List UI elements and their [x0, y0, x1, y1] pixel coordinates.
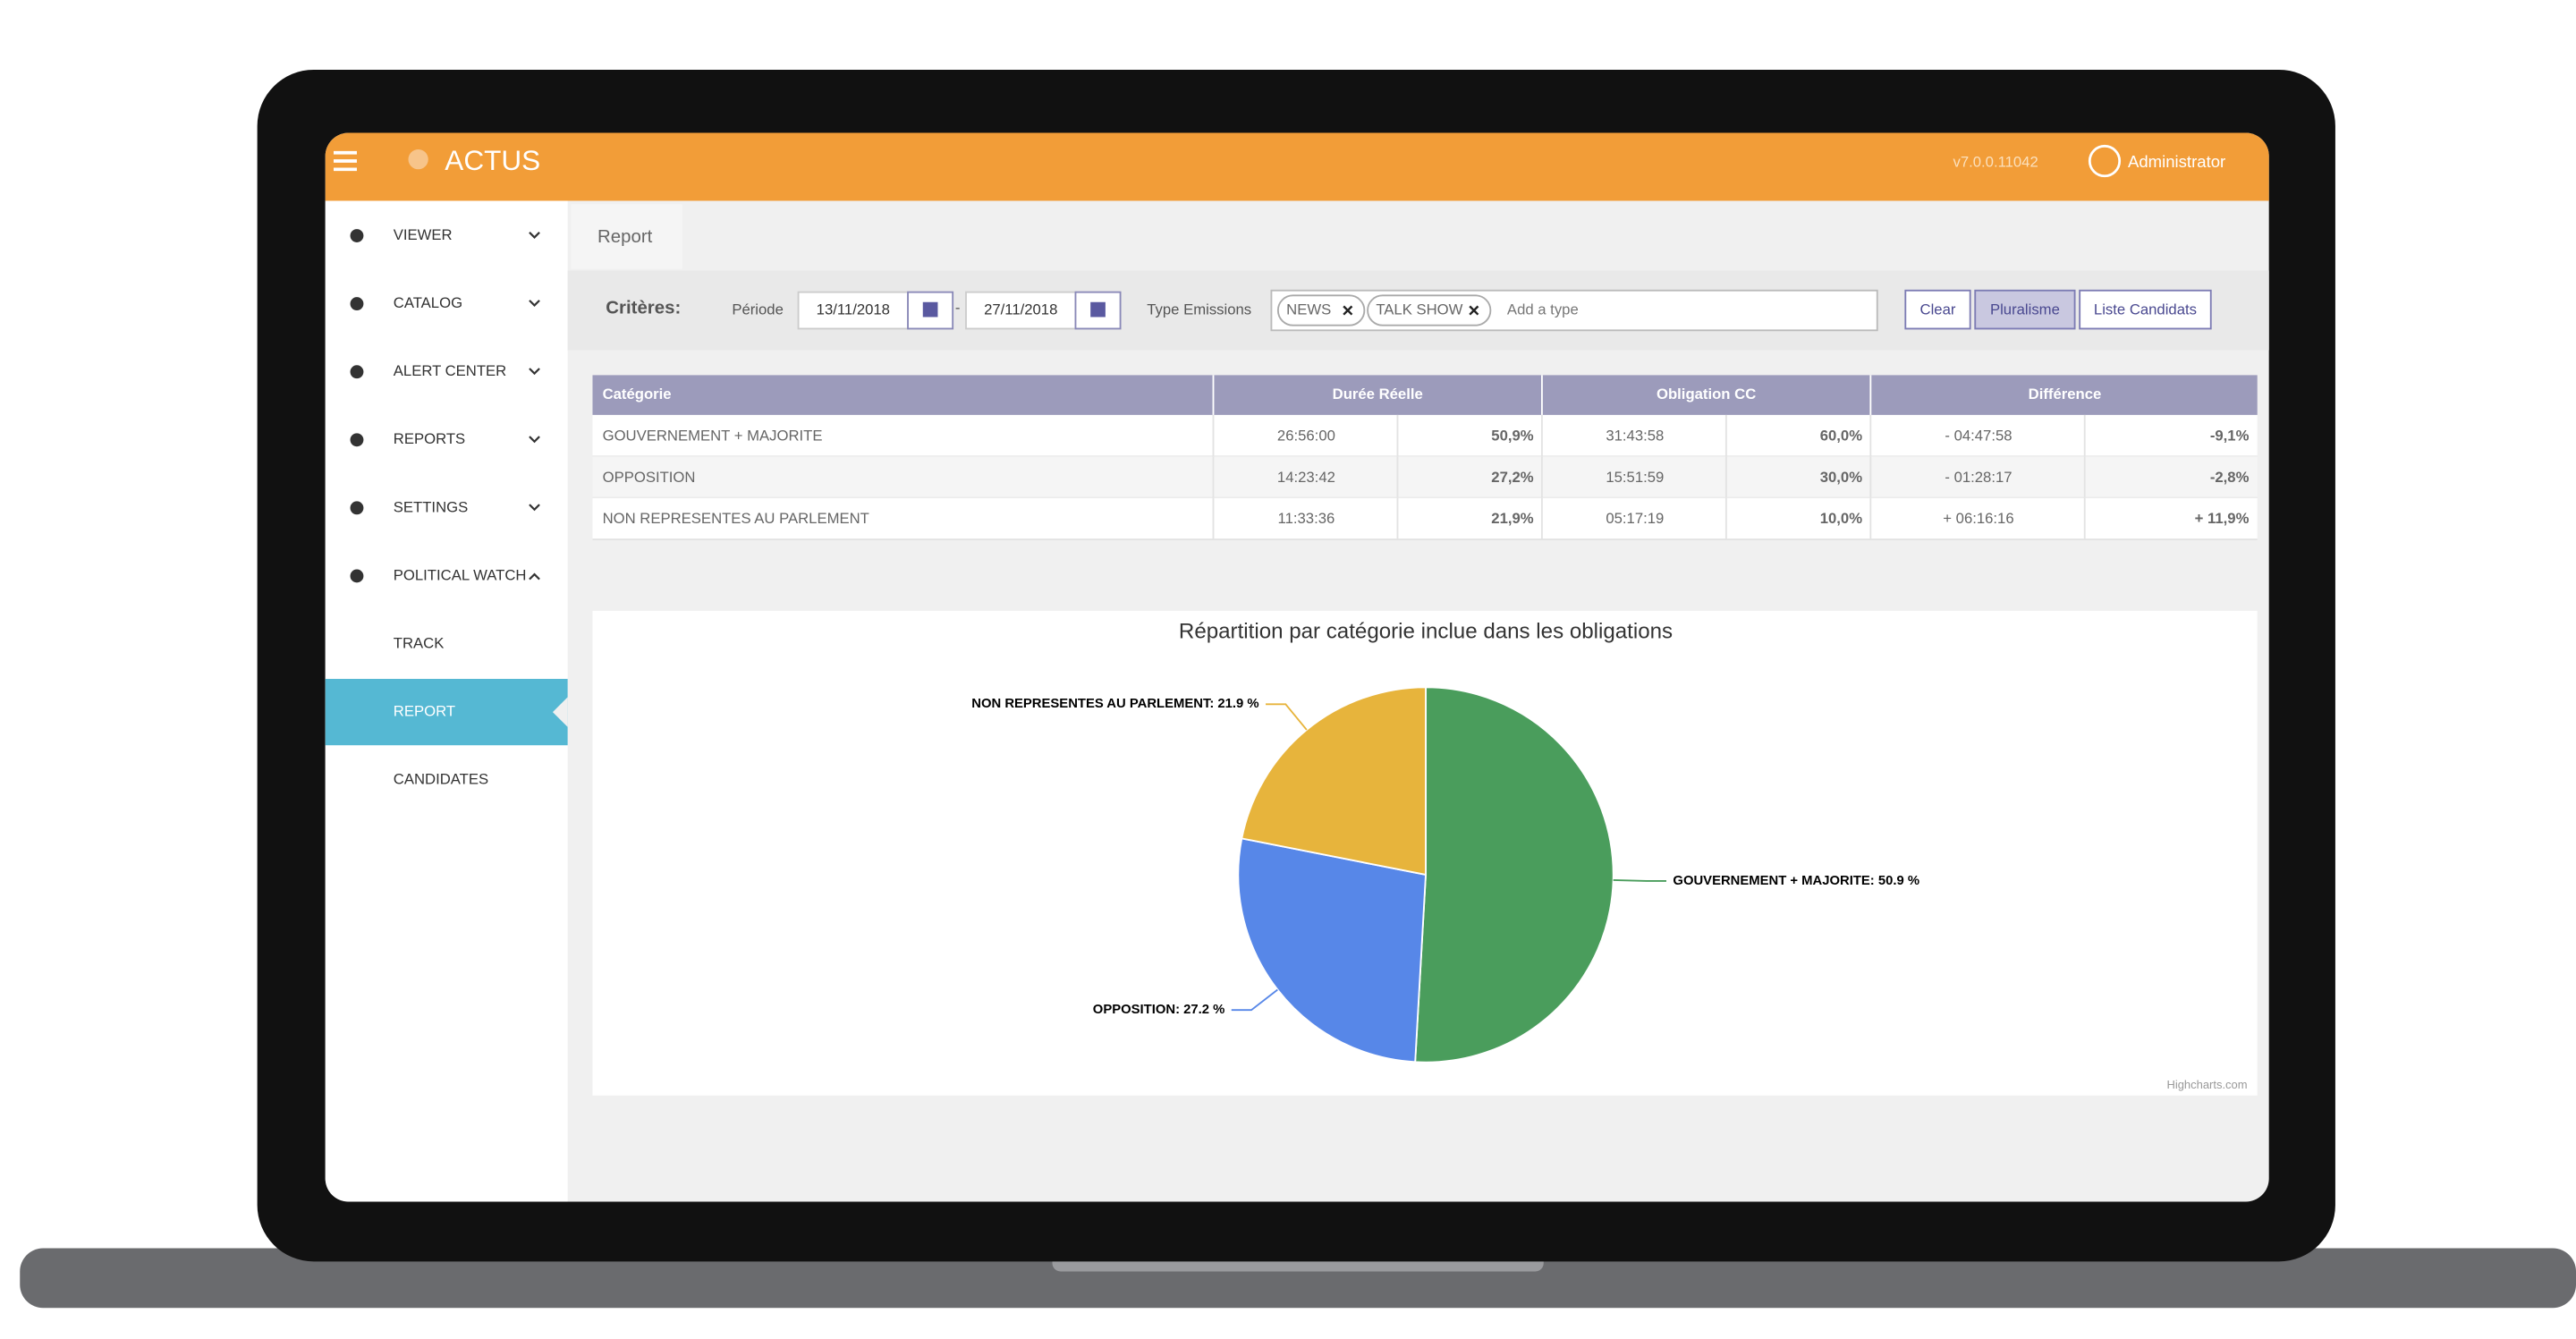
button[interactable] — [1974, 289, 2076, 330]
pie-slice[interactable] — [1237, 837, 1427, 1064]
tag-label: TALK SHOW — [1376, 301, 1462, 318]
logo-icon — [408, 149, 428, 170]
column-header: Obligation CC — [1657, 386, 1756, 403]
menu-icon — [350, 297, 364, 311]
submenu-item[interactable]: TRACK — [394, 634, 445, 651]
table-cell: -9,1% — [2210, 427, 2250, 444]
table-row — [592, 414, 2258, 457]
column-header: Catégorie — [603, 386, 672, 403]
calendar-icon — [922, 301, 938, 318]
table-cell: -2,8% — [2210, 469, 2250, 486]
menu-icon — [350, 365, 364, 379]
top-bar — [325, 132, 2269, 201]
button[interactable] — [2079, 289, 2212, 330]
table-row — [592, 497, 2258, 540]
menu-item[interactable]: VIEWER — [394, 226, 453, 243]
period-label: Période — [732, 301, 784, 318]
table-cell: 27,2% — [1491, 469, 1533, 486]
table-cell: 15:51:59 — [1606, 469, 1664, 486]
date-value[interactable]: 27/11/2018 — [984, 301, 1057, 318]
slice-label: NON REPRESENTES AU PARLEMENT: 21.9 % — [971, 697, 1258, 711]
menu-item[interactable]: ALERT CENTER — [394, 362, 506, 379]
calendar-icon — [1090, 301, 1106, 318]
table-cell: OPPOSITION — [603, 469, 696, 486]
label-connector — [1266, 703, 1308, 731]
button-label[interactable]: Liste Candidats — [2094, 301, 2197, 318]
label-connector — [1231, 988, 1278, 1012]
column-header: Durée Réelle — [1333, 386, 1423, 403]
active-pointer — [552, 697, 568, 727]
table-cell: NON REPRESENTES AU PARLEMENT — [603, 510, 869, 527]
chevron — [529, 300, 540, 308]
chevron — [529, 572, 540, 581]
laptop-base — [20, 1248, 2576, 1309]
table-cell: 50,9% — [1491, 427, 1533, 444]
table-cell: 11:33:36 — [1278, 510, 1335, 527]
button[interactable] — [1904, 289, 1971, 330]
date-separator: - — [955, 300, 961, 317]
menu-icon — [350, 501, 364, 515]
tab-label[interactable]: Report — [597, 227, 653, 247]
table-cell: 31:43:58 — [1606, 427, 1664, 444]
menu-icon — [350, 229, 364, 242]
label-connector — [1613, 878, 1667, 882]
type-label: Type Emissions — [1147, 301, 1251, 318]
menu-icon — [350, 433, 364, 447]
column-header: Différence — [2029, 386, 2102, 403]
active-item — [325, 678, 568, 746]
menu-item[interactable]: CATALOG — [394, 294, 462, 311]
table-cell: - 01:28:17 — [1945, 469, 2012, 486]
submenu-item[interactable]: REPORT — [394, 703, 455, 720]
date-value[interactable]: 13/11/2018 — [817, 301, 890, 318]
table-cell: 10,0% — [1820, 510, 1862, 527]
table-cell: 21,9% — [1491, 510, 1533, 527]
menu-item[interactable]: POLITICAL WATCH — [394, 566, 527, 583]
table-cell: + 06:16:16 — [1943, 510, 2013, 527]
menu-toggle[interactable] — [333, 150, 357, 172]
table-cell: 30,0% — [1820, 469, 1862, 486]
chevron — [529, 368, 540, 376]
date-input[interactable] — [965, 291, 1077, 330]
button-label[interactable]: Clear — [1920, 301, 1956, 318]
chevron — [529, 504, 540, 512]
user-avatar[interactable] — [2088, 144, 2122, 178]
slice-label: GOUVERNEMENT + MAJORITE: 50.9 % — [1673, 874, 1919, 888]
type-placeholder: Add a type — [1507, 301, 1579, 318]
table-cell: GOUVERNEMENT + MAJORITE — [603, 427, 823, 444]
chevron — [529, 232, 540, 239]
tag-remove[interactable] — [1343, 305, 1353, 316]
button-label[interactable]: Pluralisme — [1990, 301, 2060, 318]
slice-label: OPPOSITION: 27.2 % — [1093, 1003, 1225, 1017]
table-row — [592, 456, 2258, 498]
tag — [1367, 294, 1492, 326]
tab[interactable] — [571, 204, 682, 269]
table-cell: 60,0% — [1820, 427, 1862, 444]
submenu-item[interactable]: CANDIDATES — [394, 771, 488, 788]
tag-label: NEWS — [1286, 301, 1331, 318]
menu-item[interactable]: SETTINGS — [394, 498, 468, 515]
logo: ACTUS — [445, 144, 540, 176]
table-cell: + 11,9% — [2195, 510, 2250, 527]
tag-remove[interactable] — [1469, 305, 1479, 316]
criteria-label: Critères: — [606, 299, 681, 318]
table-cell: - 04:47:58 — [1945, 427, 2012, 444]
version: v7.0.0.11042 — [1953, 153, 2038, 170]
table-cell: 14:23:42 — [1277, 469, 1335, 486]
date-input[interactable] — [797, 291, 909, 330]
menu-item[interactable]: REPORTS — [394, 430, 465, 447]
user-name[interactable]: Administrator — [2128, 152, 2225, 171]
table-header — [592, 375, 2258, 415]
pie-slice[interactable] — [1241, 686, 1427, 877]
table-cell: 05:17:19 — [1606, 510, 1664, 527]
chart-credits: Highcharts.com — [2166, 1078, 2247, 1091]
chart-title: Répartition par catégorie inclue dans le… — [1179, 619, 1673, 643]
menu-icon — [350, 569, 364, 583]
table-cell: 26:56:00 — [1277, 427, 1335, 444]
chevron — [529, 436, 540, 444]
tag — [1276, 294, 1366, 326]
